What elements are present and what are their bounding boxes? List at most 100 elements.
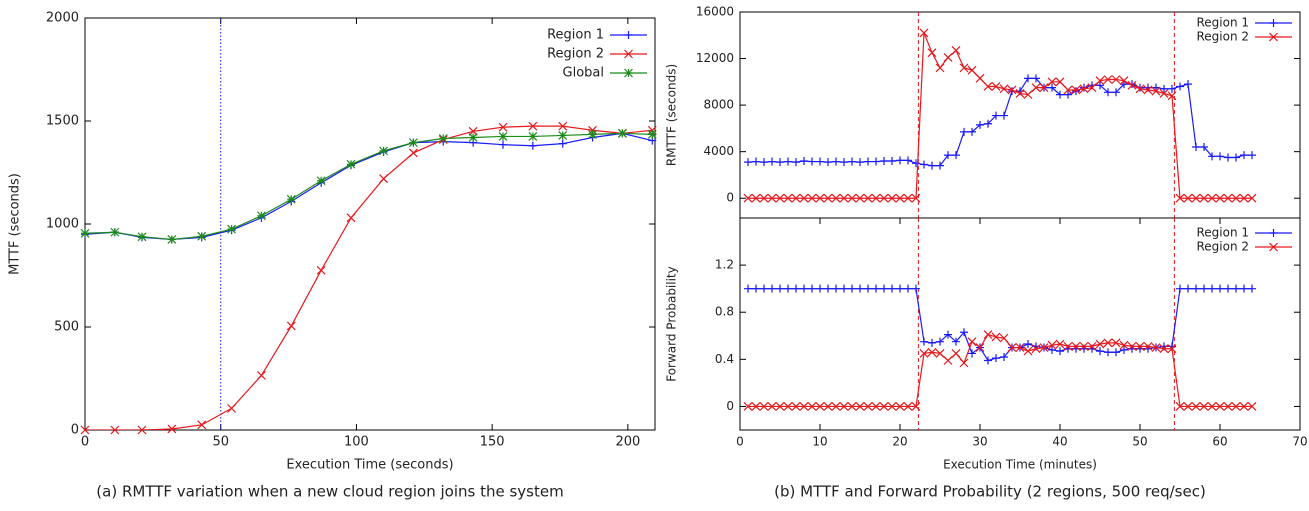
marker — [935, 349, 945, 358]
marker — [346, 159, 356, 169]
marker — [1015, 343, 1025, 352]
marker — [1103, 75, 1113, 84]
marker — [1120, 345, 1128, 354]
marker — [167, 424, 177, 434]
marker — [1015, 89, 1025, 98]
marker — [864, 157, 872, 166]
marker — [286, 194, 296, 204]
y-tick-label: 1000 — [46, 217, 79, 232]
marker — [808, 157, 816, 166]
marker — [1199, 402, 1209, 411]
marker — [1104, 88, 1112, 97]
marker — [1239, 402, 1249, 411]
marker — [1175, 193, 1185, 203]
marker — [927, 347, 937, 357]
marker — [767, 193, 777, 203]
marker — [1151, 86, 1161, 96]
marker — [1079, 84, 1089, 94]
marker — [855, 402, 865, 411]
marker — [588, 129, 597, 139]
marker — [1024, 74, 1032, 83]
marker — [775, 402, 785, 411]
marker — [823, 193, 833, 203]
marker — [968, 127, 976, 136]
marker — [936, 337, 944, 346]
marker — [872, 284, 880, 293]
marker — [1216, 152, 1224, 161]
marker — [167, 235, 177, 244]
marker — [1048, 83, 1056, 92]
marker — [919, 28, 929, 38]
marker — [1168, 84, 1176, 93]
marker — [1167, 344, 1177, 354]
marker — [1023, 346, 1033, 356]
marker — [991, 332, 1001, 342]
marker — [1248, 284, 1256, 293]
marker — [1240, 284, 1248, 293]
marker — [1064, 90, 1072, 99]
marker — [1111, 338, 1121, 348]
marker — [760, 158, 768, 167]
marker — [751, 193, 761, 203]
marker — [983, 82, 993, 91]
x-tick-label: 30 — [972, 435, 987, 449]
marker — [1247, 193, 1257, 203]
marker — [944, 330, 952, 339]
marker — [752, 157, 760, 166]
legend-label: Region 2 — [1196, 30, 1249, 44]
marker — [904, 284, 912, 293]
marker — [912, 284, 920, 293]
y-tick-label: 2000 — [46, 11, 79, 26]
marker — [1167, 91, 1177, 101]
marker — [928, 338, 936, 347]
marker — [1095, 339, 1105, 349]
marker — [824, 158, 832, 167]
marker — [880, 284, 888, 293]
marker — [558, 139, 567, 148]
y-tick-label: 0.4 — [715, 352, 734, 366]
marker — [1071, 85, 1081, 95]
marker — [1191, 193, 1201, 203]
marker — [499, 140, 507, 149]
marker — [1183, 402, 1193, 411]
marker — [767, 402, 777, 411]
marker — [257, 211, 266, 221]
marker — [879, 193, 889, 203]
marker — [791, 402, 801, 411]
marker — [895, 193, 905, 203]
marker — [1207, 402, 1217, 411]
marker — [896, 284, 904, 293]
y-tick-label: 0 — [726, 191, 734, 205]
plot-frame — [739, 217, 1301, 431]
marker — [1096, 81, 1104, 90]
marker — [1135, 84, 1145, 94]
marker — [316, 176, 326, 186]
marker — [1072, 87, 1080, 96]
marker — [1024, 340, 1032, 349]
marker — [379, 174, 388, 184]
marker — [197, 231, 207, 241]
marker — [775, 193, 785, 203]
marker — [1231, 402, 1241, 411]
marker — [984, 119, 992, 128]
marker — [80, 425, 90, 435]
marker — [888, 156, 896, 165]
marker — [743, 402, 753, 411]
marker — [1215, 193, 1225, 203]
marker — [1063, 85, 1073, 95]
marker — [1087, 341, 1097, 351]
marker — [1269, 32, 1278, 42]
y-tick-label: 0 — [726, 399, 734, 413]
marker — [1079, 341, 1089, 351]
y-tick-label: 16000 — [696, 5, 734, 19]
marker — [227, 224, 236, 234]
marker — [848, 284, 856, 293]
y-tick-label: 4000 — [703, 144, 734, 158]
marker — [760, 284, 768, 293]
marker — [409, 138, 418, 148]
marker — [895, 402, 905, 411]
y-tick-label: 12000 — [696, 51, 734, 65]
marker — [744, 284, 752, 293]
marker — [863, 193, 873, 203]
x-tick-label: 200 — [615, 435, 640, 450]
